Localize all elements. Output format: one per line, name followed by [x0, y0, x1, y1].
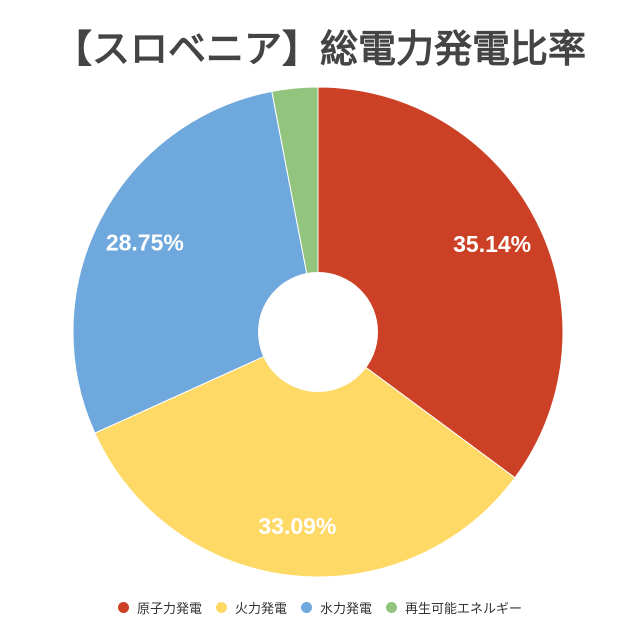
legend-label: 再生可能エネルギー [405, 602, 523, 617]
legend-label: 火力発電 [234, 602, 287, 617]
pie-slices [72, 86, 564, 578]
slice-label-hydro: 28.75% [106, 229, 184, 255]
slice-label-thermal: 33.09% [258, 513, 336, 539]
slice-label-nuclear: 35.14% [453, 231, 531, 257]
chart-title: 【スロベニア】総電力発電比率 [53, 27, 586, 71]
legend-item-nuclear: 原子力発電 [117, 598, 202, 617]
pie-slice-hydro [72, 90, 319, 434]
pie-slice-renewable [271, 86, 319, 333]
legend-label: 水力発電 [320, 602, 373, 617]
legend-item-renewable: 再生可能エネルギー [386, 598, 522, 617]
donut-hole [258, 272, 378, 392]
legend-label: 原子力発電 [136, 602, 202, 617]
legend-swatch [117, 602, 129, 613]
pie-slice-nuclear [317, 86, 564, 479]
legend: 原子力発電 火力発電 水力発電 再生可能エネルギー [0, 598, 640, 617]
legend-swatch [301, 602, 312, 613]
legend-swatch [386, 602, 398, 613]
legend-item-hydro: 水力発電 [301, 598, 372, 617]
legend-swatch [215, 602, 227, 613]
pie-slice-thermal [94, 331, 516, 578]
legend-item-thermal: 火力発電 [215, 598, 287, 617]
slice-labels: 35.14% 33.09% 28.75% [106, 229, 531, 539]
